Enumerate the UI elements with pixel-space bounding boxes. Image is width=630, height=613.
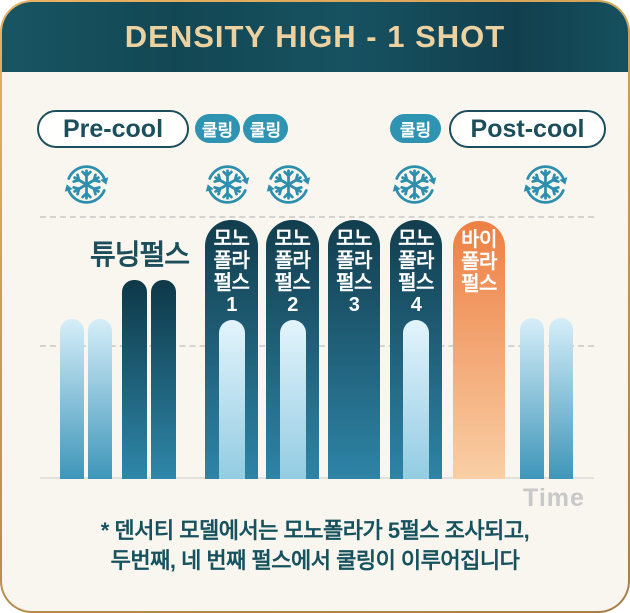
inner-cooling-bar xyxy=(219,320,245,479)
pulse-bar-label: 바이 폴라 펄스 xyxy=(461,229,497,295)
time-axis-label: Time xyxy=(523,484,585,512)
cooling-cycle-snowflake-icon xyxy=(261,157,316,212)
pulse-bar-tuning xyxy=(122,280,147,479)
pulse-bar-label: 모노 폴라 펄스 3 xyxy=(336,228,372,316)
footnote: * 덴서티 모델에서는 모노폴라가 5펄스 조사되고, 두번째, 네 번째 펄스… xyxy=(2,516,628,576)
phase-pill-pre-cool: Pre-cool xyxy=(37,110,189,148)
header-bar: DENSITY HIGH - 1 SHOT xyxy=(2,2,628,72)
cooling-cycle-snowflake-icon xyxy=(518,157,573,212)
page-title: DENSITY HIGH - 1 SHOT xyxy=(124,19,506,54)
pulse-bar-bipolar: 바이 폴라 펄스 xyxy=(453,221,505,479)
cooling-cycle-snowflake-icon xyxy=(387,157,442,212)
pulse-bar-mono: 모노 폴라 펄스 3 xyxy=(328,220,380,479)
pulse-bar-cool xyxy=(88,319,112,479)
inner-cooling-bar xyxy=(280,320,306,479)
tuning-pulse-label: 튜닝펄스 xyxy=(90,239,190,270)
cooling-badge-2: 쿨링 xyxy=(243,114,288,143)
pulse-bar-label: 모노 폴라 펄스 1 xyxy=(213,228,250,316)
pulse-bar-cool xyxy=(520,318,544,479)
pulse-bar-label: 모노 폴라 펄스 2 xyxy=(274,228,311,316)
footnote-line-1: * 덴서티 모델에서는 모노폴라가 5펄스 조사되고, xyxy=(100,518,530,543)
phase-pill-label: Pre-cool xyxy=(62,114,164,143)
cooling-cycle-snowflake-icon xyxy=(59,157,114,212)
pulse-bar-cool xyxy=(549,318,573,479)
inner-cooling-bar xyxy=(403,320,429,479)
pulse-bar-mono: 모노 폴라 펄스 1 xyxy=(205,220,258,479)
pulse-bar-cool xyxy=(60,319,84,479)
dashed-guideline-top xyxy=(40,216,594,218)
pulse-bar-label: 모노 폴라 펄스 4 xyxy=(398,228,434,316)
cooling-badge-1: 쿨링 xyxy=(195,114,240,143)
pulse-bar-mono: 모노 폴라 펄스 4 xyxy=(390,220,442,479)
cooling-badge-3: 쿨링 xyxy=(390,114,441,143)
pulse-bar-tuning xyxy=(151,280,176,479)
phase-pill-label: Post-cool xyxy=(470,114,585,143)
pulse-bar-mono: 모노 폴라 펄스 2 xyxy=(266,220,319,479)
phase-pill-post-cool: Post-cool xyxy=(449,110,606,148)
cooling-cycle-snowflake-icon xyxy=(200,157,255,212)
footnote-line-2: 두번째, 네 번째 펄스에서 쿨링이 이루어집니다 xyxy=(110,548,520,573)
